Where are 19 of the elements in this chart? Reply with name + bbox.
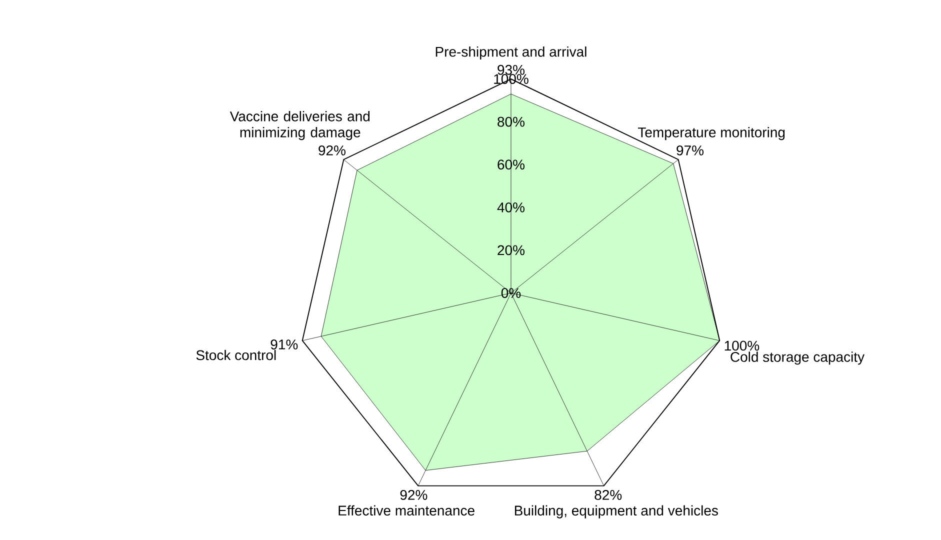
spoke-label: Temperature monitoring [638, 127, 785, 140]
data-label: 97% [676, 145, 704, 156]
data-label: 92% [400, 490, 428, 500]
data-label: 100% [724, 340, 760, 351]
data-label: 82% [594, 490, 622, 500]
spoke-label: Cold storage capacity [730, 352, 865, 365]
spoke-label: Stock control [196, 350, 276, 360]
spoke-label: Pre-shipment and arrival [436, 46, 586, 60]
y-tick-label: 20% [498, 245, 525, 256]
spoke-label: Effective maintenance [338, 505, 474, 516]
data-label: 93% [498, 64, 525, 75]
y-tick-label: 80% [498, 116, 525, 127]
y-tick-label: 100% [494, 74, 528, 84]
data-label: 92% [318, 145, 346, 156]
y-tick-label: 60% [498, 160, 525, 170]
data-label: 91% [270, 340, 298, 350]
y-tick-label: 40% [497, 202, 525, 212]
spoke-label: Building, equipment and vehicles [514, 505, 718, 518]
spoke-label: Vaccine deliveries and minimizing damage [230, 111, 370, 140]
